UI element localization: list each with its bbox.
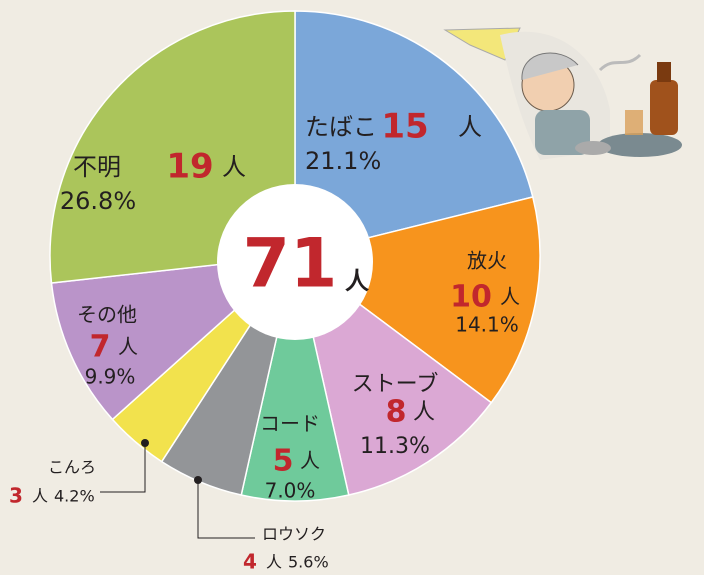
slice-label: 放火 bbox=[467, 249, 507, 273]
illustration bbox=[443, 27, 682, 161]
slice-count: 15 bbox=[381, 107, 428, 147]
slice-percent: 11.3% bbox=[360, 434, 430, 459]
slice-unit: 人 bbox=[500, 285, 520, 309]
pie-slice bbox=[294, 10, 534, 257]
slice-label: コード bbox=[260, 412, 320, 436]
slice-count: 10 bbox=[450, 280, 492, 315]
total-unit: 人 bbox=[345, 267, 369, 295]
total: 71 bbox=[243, 225, 338, 304]
slice-label: ストーブ bbox=[352, 372, 439, 397]
slice-count: 3 bbox=[9, 484, 23, 508]
slice-unit: 人 bbox=[222, 153, 246, 181]
slice-label: 不明 bbox=[73, 153, 121, 181]
center-circle bbox=[217, 184, 373, 340]
slice-count: 4 bbox=[243, 550, 257, 574]
leader-line bbox=[100, 443, 146, 493]
slice-label: ロウソク bbox=[262, 525, 326, 544]
slice-unit: 人 bbox=[266, 553, 282, 572]
slice-percent: 5.6% bbox=[288, 553, 329, 572]
slice-label: たばこ bbox=[305, 113, 377, 141]
slice-unit: 人 bbox=[118, 335, 138, 359]
slice-percent: 7.0% bbox=[265, 479, 316, 503]
slice-label: こんろ bbox=[48, 458, 96, 477]
leader-line bbox=[197, 480, 255, 539]
slice-count: 8 bbox=[386, 395, 407, 430]
slice-unit: 人 bbox=[458, 113, 482, 141]
slice-unit: 人 bbox=[413, 400, 435, 425]
slice-count: 19 bbox=[166, 147, 213, 187]
slice-count: 7 bbox=[90, 330, 111, 365]
slice-percent: 4.2% bbox=[54, 487, 95, 506]
slice-unit: 人 bbox=[300, 449, 320, 473]
slice-percent: 26.8% bbox=[60, 187, 136, 215]
slice-unit: 人 bbox=[32, 487, 48, 506]
slice-percent: 21.1% bbox=[305, 147, 381, 175]
slice-percent: 14.1% bbox=[455, 313, 519, 337]
slice-label: その他 bbox=[77, 303, 137, 327]
pie-slice bbox=[240, 255, 350, 502]
slice-percent: 9.9% bbox=[85, 365, 136, 389]
slice-count: 5 bbox=[273, 444, 294, 479]
